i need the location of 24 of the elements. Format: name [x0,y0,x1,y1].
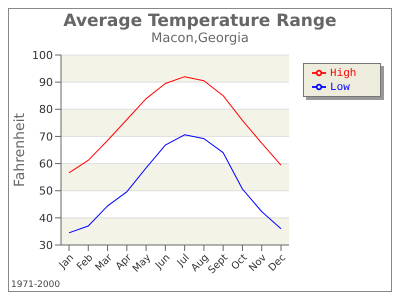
y-tick-label: 30 [39,238,53,252]
y-tick-label: 100 [32,48,53,62]
legend-label: High [330,68,356,80]
chart-subtitle: Macon,Georgia [150,31,250,46]
x-tick-label: Oct [230,252,250,272]
y-tick-label: 80 [39,103,53,116]
chart-title: Average Temperature Range [62,11,338,31]
x-tick-label: Feb [75,252,96,273]
y-tick-label: 60 [39,157,53,170]
x-tick-label: Jul [174,252,192,270]
line-series [68,76,282,174]
legend-label: Low [330,82,350,94]
line-series [68,134,282,234]
x-tick-label: Dec [266,252,288,274]
y-tick-label: 40 [39,212,53,225]
text: 1971-2000 [11,280,60,290]
y-tick-label: 50 [39,184,53,198]
y-axis-title: Fahrenheit [12,112,28,188]
x-tick-label: Jan [56,252,76,272]
x-tick-label: Jun [152,252,173,272]
y-tick-label: 70 [39,130,53,144]
x-tick-label: Nov [247,252,269,274]
x-tick-label: Mar [94,252,116,274]
y-tick-label: 90 [39,76,53,90]
